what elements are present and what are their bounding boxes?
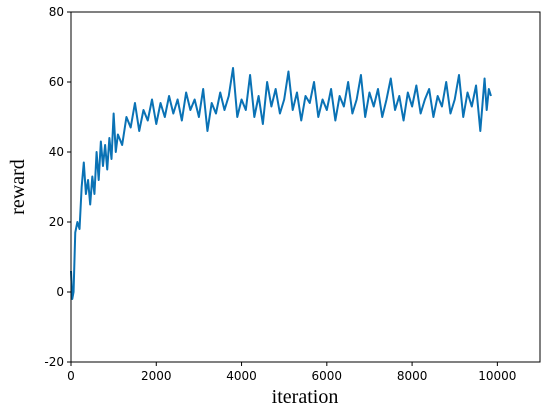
x-tick-label: 8000: [397, 369, 428, 383]
x-tick-label: 2000: [141, 369, 172, 383]
y-axis-label: reward: [7, 159, 29, 215]
x-tick-label: 10000: [478, 369, 516, 383]
y-tick-label: 0: [56, 285, 64, 299]
x-tick-label: 0: [67, 369, 75, 383]
y-tick-label: 40: [49, 145, 64, 159]
x-axis-label: iteration: [272, 386, 339, 408]
y-tick-label: -20: [44, 355, 64, 369]
x-tick-label: 4000: [226, 369, 257, 383]
plot-frame: [70, 11, 541, 363]
y-tick-label: 20: [49, 215, 64, 229]
y-tick-label: 60: [49, 75, 64, 89]
x-tick-label: 6000: [312, 369, 343, 383]
y-tick-label: 80: [49, 5, 64, 19]
line: [70, 67, 492, 300]
